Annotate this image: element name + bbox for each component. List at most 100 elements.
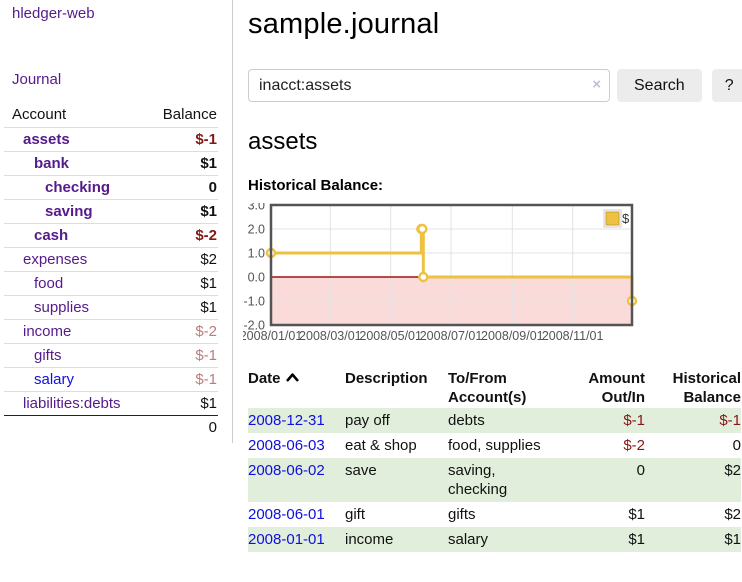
- account-row-liabilities-debts: liabilities:debts $1: [4, 391, 218, 416]
- account-balance-checking: 0: [149, 175, 218, 200]
- account-balance-supplies: $1: [149, 295, 218, 320]
- account-balance-liabilities-debts: $1: [149, 391, 218, 416]
- account-balance-salary: $-1: [149, 367, 218, 392]
- account-row-income: income $-2: [4, 319, 218, 344]
- transaction-description: income: [345, 527, 448, 552]
- accounts-header-balance: Balance: [149, 102, 218, 128]
- svg-text:2008/11/01: 2008/11/01: [542, 329, 604, 343]
- svg-text:2.0: 2.0: [248, 223, 265, 237]
- sidebar: hledger-web Journal Account Balance asse…: [0, 0, 233, 443]
- transaction-balance: $2: [645, 458, 741, 502]
- transaction-date-link[interactable]: 2008-12-31: [248, 412, 325, 429]
- svg-text:2008/05/01: 2008/05/01: [359, 329, 422, 343]
- register-header-description: Description: [345, 370, 428, 387]
- historical-balance-chart[interactable]: 3.0 2.0 1.0 0.0 -1.0 -2.0 2008/01/01 2008/03/01…: [240, 199, 643, 348]
- chart-title: Historical Balance:: [248, 177, 384, 194]
- svg-text:-2.0: -2.0: [243, 319, 265, 333]
- transaction-amount: 0: [565, 458, 645, 502]
- search-form: × Search ?: [248, 69, 742, 102]
- register-row: 2008-06-02 save saving, checking 0 $2: [248, 458, 741, 502]
- account-link-bank[interactable]: bank: [34, 154, 70, 172]
- search-input[interactable]: [248, 69, 610, 102]
- account-link-supplies[interactable]: supplies: [34, 298, 90, 316]
- transaction-accounts: gifts: [448, 506, 476, 523]
- account-link-liabilities-debts[interactable]: liabilities:debts: [23, 394, 121, 412]
- register-row: 2008-12-31 pay off debts $-1 $-1: [248, 408, 741, 433]
- page-title: sample.journal: [248, 8, 440, 40]
- transaction-balance: $2: [724, 506, 741, 523]
- svg-text:2008/09/01: 2008/09/01: [481, 329, 544, 343]
- account-row-gifts: gifts $-1: [4, 343, 218, 368]
- transaction-amount: $1: [565, 527, 645, 552]
- account-row-salary: salary $-1: [4, 367, 218, 392]
- register-header-balance: Historical Balance: [645, 368, 741, 408]
- account-row-checking: checking 0: [4, 175, 218, 200]
- transaction-balance: $1: [645, 527, 741, 552]
- app-title-link[interactable]: hledger-web: [12, 5, 95, 22]
- account-row-expenses: expenses $2: [4, 247, 218, 272]
- transaction-balance: 0: [732, 437, 741, 454]
- sort-ascending-icon: [285, 373, 299, 382]
- account-link-income[interactable]: income: [23, 322, 72, 340]
- account-heading: assets: [248, 128, 318, 155]
- account-row-saving: saving $1: [4, 199, 218, 224]
- transaction-date-link[interactable]: 2008-06-03: [248, 437, 325, 454]
- transaction-amount: $-1: [565, 408, 645, 433]
- account-balance-food: $1: [149, 271, 218, 296]
- account-link-checking[interactable]: checking: [45, 178, 111, 196]
- register-table: Date Description To/From Account(s) Amou…: [248, 368, 741, 552]
- account-link-gifts[interactable]: gifts: [34, 346, 62, 364]
- transaction-description: gift: [345, 506, 366, 523]
- search-box: ×: [248, 69, 610, 102]
- search-button[interactable]: Search: [617, 69, 702, 102]
- accounts-total-value: 0: [208, 418, 217, 436]
- sidebar-item-journal[interactable]: Journal: [12, 71, 62, 88]
- account-link-cash[interactable]: cash: [34, 226, 69, 244]
- transaction-date-link[interactable]: 2008-01-01: [248, 531, 325, 548]
- account-row-bank: bank $1: [4, 151, 218, 176]
- clear-search-icon[interactable]: ×: [592, 76, 601, 93]
- register-header-date[interactable]: Date: [248, 368, 345, 408]
- transaction-balance: $-1: [645, 408, 741, 433]
- transaction-date-link[interactable]: 2008-06-02: [248, 462, 325, 479]
- svg-text:1.0: 1.0: [248, 247, 265, 261]
- account-link-expenses[interactable]: expenses: [23, 250, 88, 268]
- help-button[interactable]: ?: [711, 69, 742, 102]
- register-row: 2008-01-01 income salary $1 $1: [248, 527, 741, 552]
- transaction-amount: $-2: [623, 437, 645, 454]
- account-link-food[interactable]: food: [34, 274, 64, 292]
- transaction-accounts: food, supplies: [448, 437, 541, 454]
- svg-text:-1.0: -1.0: [243, 295, 265, 309]
- account-link-salary[interactable]: salary: [34, 370, 75, 388]
- svg-text:2008/07/01: 2008/07/01: [420, 329, 483, 343]
- register-header-date-label: Date: [248, 370, 281, 387]
- accounts-header-account: Account: [4, 102, 150, 128]
- account-link-assets[interactable]: assets: [23, 130, 70, 148]
- account-balance-expenses: $2: [149, 247, 218, 272]
- svg-text:$: $: [622, 211, 630, 226]
- transaction-accounts: salary: [448, 527, 565, 552]
- account-row-food: food $1: [4, 271, 218, 296]
- accounts-header-row: Account Balance: [4, 102, 218, 128]
- register-header-accounts: To/From Account(s): [448, 368, 565, 408]
- register-header-accounts-line2: Account(s): [448, 389, 527, 406]
- account-balance-bank: $1: [149, 151, 218, 176]
- transaction-description: eat & shop: [345, 437, 417, 454]
- transaction-description: save: [345, 458, 448, 502]
- transaction-accounts: debts: [448, 408, 565, 433]
- svg-text:2008/01/01: 2008/01/01: [243, 329, 302, 343]
- account-link-saving[interactable]: saving: [45, 202, 93, 220]
- svg-text:3.0: 3.0: [248, 203, 265, 213]
- transaction-amount: $1: [628, 506, 645, 523]
- account-balance-income: $-2: [149, 319, 218, 344]
- account-row-assets: assets $-1: [4, 127, 218, 152]
- main-content: sample.journal × Search ? assets Histori…: [240, 0, 742, 552]
- transaction-description: pay off: [345, 408, 448, 433]
- account-row-supplies: supplies $1: [4, 295, 218, 320]
- svg-text:0.0: 0.0: [248, 271, 265, 285]
- register-header-row: Date Description To/From Account(s) Amou…: [248, 368, 741, 408]
- transaction-date-link[interactable]: 2008-06-01: [248, 506, 325, 523]
- register-header-balance-line2: Balance: [683, 389, 741, 406]
- register-header-balance-line1: Historical: [672, 370, 741, 387]
